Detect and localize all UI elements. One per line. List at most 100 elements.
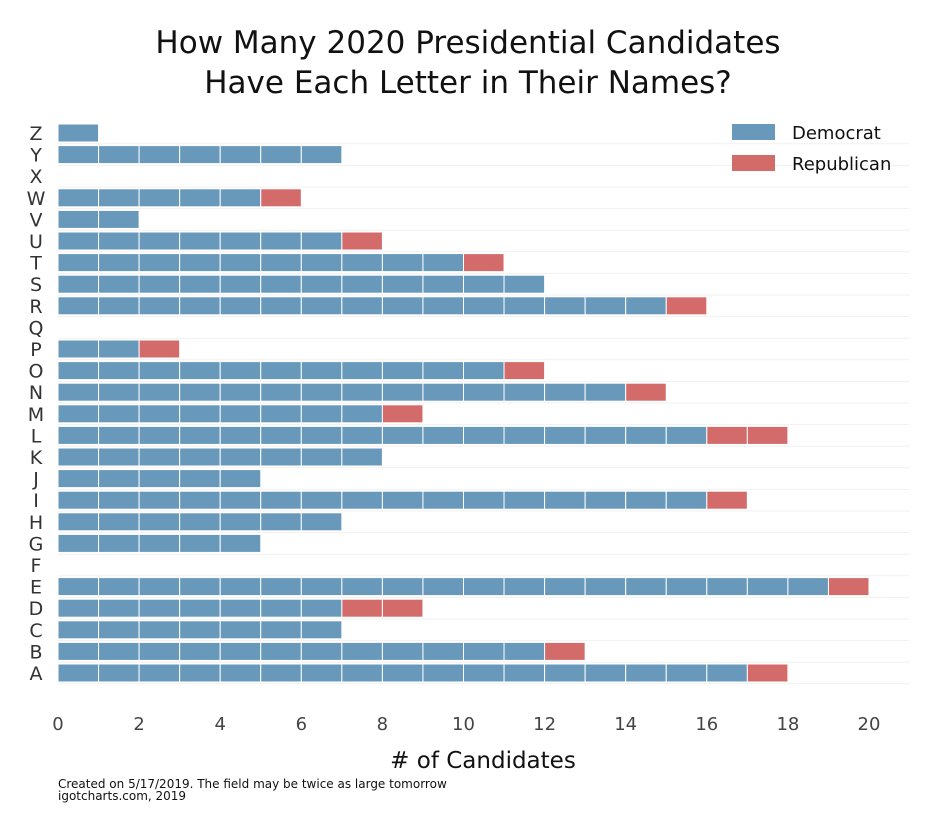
bar-segment-democrat-l	[381, 425, 424, 445]
bar-segment-democrat-n	[179, 382, 221, 402]
bar-segment-republican-m	[381, 404, 424, 424]
bar-segment-democrat-k	[300, 447, 343, 467]
bar-segment-democrat-e	[463, 577, 505, 597]
bar-segment-democrat-y	[57, 145, 100, 165]
bar-segment-democrat-y	[138, 145, 181, 165]
x-tick-label: 4	[214, 714, 225, 735]
bar-segment-democrat-m	[57, 404, 100, 424]
bar-segment-republican-w	[260, 188, 302, 208]
bar-segment-democrat-e	[300, 577, 343, 597]
bar-segment-democrat-i	[300, 490, 343, 510]
bar-segment-democrat-b	[300, 641, 343, 661]
category-label-k: K	[30, 447, 43, 469]
bar-segment-democrat-u	[98, 231, 140, 251]
bar-segment-democrat-a	[219, 663, 262, 683]
bar-segment-republican-u	[341, 231, 383, 251]
bar-segment-democrat-w	[57, 188, 100, 208]
category-label-y: Y	[29, 145, 42, 167]
category-label-f: F	[31, 555, 42, 577]
bar-segment-democrat-l	[463, 425, 505, 445]
bar-segment-democrat-b	[341, 641, 383, 661]
bar-segment-democrat-i	[584, 490, 627, 510]
bar-segment-democrat-e	[98, 577, 140, 597]
bar-segment-democrat-p	[98, 339, 140, 359]
bar-segment-democrat-h	[57, 512, 100, 532]
bar-segment-democrat-i	[665, 490, 708, 510]
bar-segment-democrat-i	[341, 490, 383, 510]
bar-segment-democrat-e	[381, 577, 424, 597]
bar-segment-democrat-a	[503, 663, 546, 683]
bar-segment-democrat-m	[300, 404, 343, 424]
bar-segment-democrat-p	[57, 339, 100, 359]
bar-segment-democrat-l	[138, 425, 181, 445]
bar-segment-democrat-k	[179, 447, 221, 467]
bar-segment-democrat-n	[584, 382, 627, 402]
bar-segment-democrat-a	[665, 663, 708, 683]
bar-segment-democrat-t	[381, 253, 424, 273]
bar-segment-democrat-a	[463, 663, 505, 683]
bar-segment-democrat-r	[260, 296, 302, 316]
bar-segment-democrat-k	[219, 447, 262, 467]
bar-segment-democrat-n	[98, 382, 140, 402]
bars	[57, 123, 870, 683]
bar-segment-democrat-a	[381, 663, 424, 683]
bar-segment-democrat-l	[625, 425, 667, 445]
grid-lines	[58, 143, 910, 685]
bar-segment-democrat-n	[260, 382, 302, 402]
x-tick-labels: 0 2 4 6 8 10 12 14 16 18 20	[52, 714, 880, 735]
bar-segment-democrat-e	[706, 577, 748, 597]
bar-segment-democrat-y	[179, 145, 221, 165]
bar-segment-democrat-j	[219, 469, 262, 489]
bar-segment-democrat-b	[138, 641, 181, 661]
caption-line: igotcharts.com, 2019	[58, 789, 186, 803]
bar-segment-democrat-s	[57, 274, 100, 294]
bar-segment-democrat-c	[260, 620, 302, 640]
legend-swatch-democrat	[732, 124, 775, 140]
x-tick-label: 10	[452, 714, 475, 735]
bar-segment-democrat-l	[260, 425, 302, 445]
bar-segment-democrat-t	[138, 253, 181, 273]
bar-segment-democrat-e	[219, 577, 262, 597]
bar-segment-democrat-s	[138, 274, 181, 294]
bar-segment-democrat-s	[179, 274, 221, 294]
bar-segment-democrat-a	[706, 663, 748, 683]
bar-segment-democrat-b	[57, 641, 100, 661]
bar-segment-democrat-i	[138, 490, 181, 510]
bar-segment-democrat-t	[219, 253, 262, 273]
category-label-h: H	[29, 512, 43, 534]
bar-segment-democrat-r	[503, 296, 546, 316]
bar-segment-democrat-o	[57, 361, 100, 381]
bar-segment-democrat-k	[138, 447, 181, 467]
bar-segment-democrat-o	[381, 361, 424, 381]
bar-segment-democrat-n	[300, 382, 343, 402]
bar-segment-democrat-k	[98, 447, 140, 467]
bar-segment-democrat-h	[260, 512, 302, 532]
x-tick-label: 0	[52, 714, 63, 735]
bar-segment-democrat-y	[219, 145, 262, 165]
bar-segment-democrat-o	[300, 361, 343, 381]
category-label-c: C	[29, 620, 42, 642]
bar-segment-democrat-e	[544, 577, 586, 597]
bar-segment-democrat-i	[381, 490, 424, 510]
bar-segment-democrat-s	[341, 274, 383, 294]
bar-segment-democrat-r	[422, 296, 465, 316]
bar-segment-democrat-d	[179, 598, 221, 618]
bar-segment-democrat-i	[422, 490, 465, 510]
bar-segment-democrat-j	[179, 469, 221, 489]
bar-segment-democrat-g	[138, 533, 181, 553]
category-label-d: D	[29, 598, 44, 620]
bar-segment-democrat-g	[219, 533, 262, 553]
category-label-q: Q	[29, 317, 44, 339]
bar-segment-democrat-c	[300, 620, 343, 640]
bar-segment-republican-l	[706, 425, 748, 445]
category-label-r: R	[29, 296, 42, 318]
bar-segment-democrat-l	[503, 425, 546, 445]
bar-segment-republican-d	[381, 598, 424, 618]
bar-segment-democrat-n	[503, 382, 546, 402]
bar-segment-democrat-g	[57, 533, 100, 553]
bar-segment-democrat-n	[381, 382, 424, 402]
bar-segment-democrat-m	[179, 404, 221, 424]
bar-segment-republican-r	[665, 296, 708, 316]
bar-segment-democrat-i	[98, 490, 140, 510]
